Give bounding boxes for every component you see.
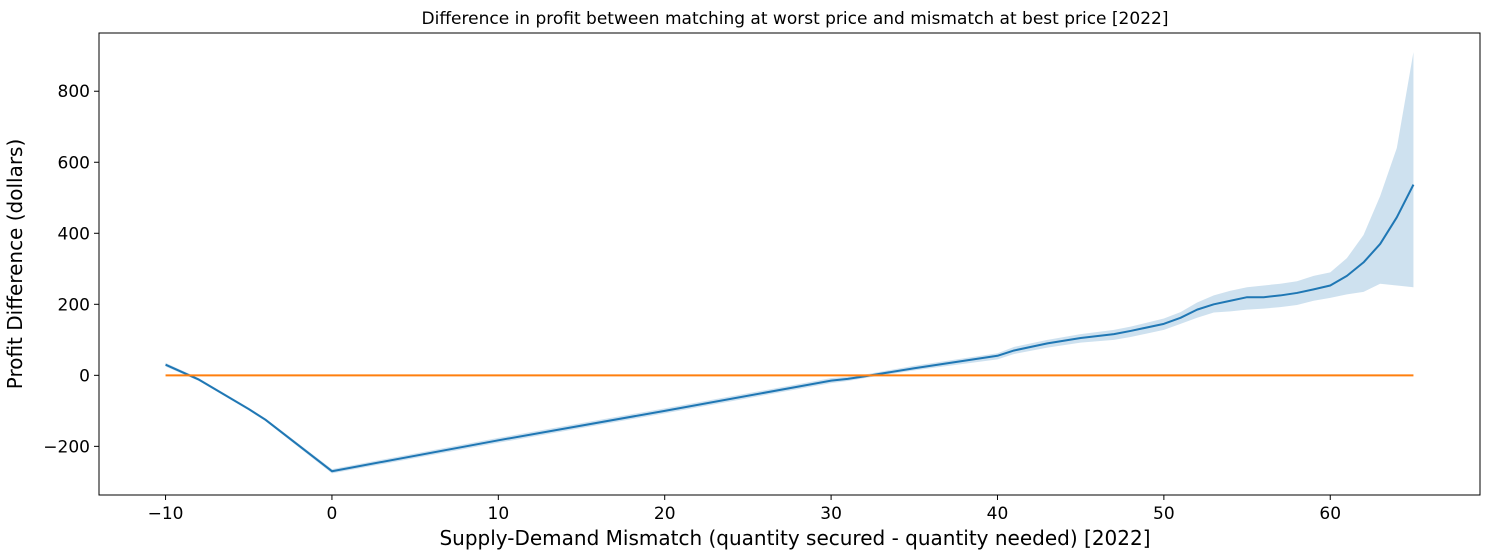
chart-title: Difference in profit between matching at… [422, 9, 1169, 29]
plot-area [165, 52, 1415, 474]
x-tick-label: 0 [327, 504, 338, 524]
x-tick-label: −10 [148, 504, 184, 524]
y-tick-label: 400 [58, 224, 90, 244]
y-axis: −200 0 200 400 600 800 [43, 82, 99, 457]
x-axis-label: Supply-Demand Mismatch (quantity secured… [439, 526, 1150, 550]
y-tick-label: 800 [58, 82, 90, 102]
series-1-confidence-band [165, 52, 1414, 474]
x-axis: −10 0 10 20 30 40 50 60 [148, 495, 1341, 524]
y-tick-label: 0 [79, 366, 90, 386]
y-axis-label: Profit Difference (dollars) [3, 139, 27, 390]
x-tick-label: 30 [820, 504, 842, 524]
x-tick-label: 60 [1319, 504, 1341, 524]
y-tick-label: 200 [58, 295, 90, 315]
plot-frame [98, 32, 1481, 496]
y-tick-label: −200 [43, 437, 90, 457]
y-tick-label: 600 [58, 153, 90, 173]
x-tick-label: 50 [1153, 504, 1175, 524]
series-1-line [165, 184, 1415, 473]
x-tick-label: 10 [488, 504, 510, 524]
x-tick-label: 40 [987, 504, 1009, 524]
x-tick-label: 20 [654, 504, 676, 524]
